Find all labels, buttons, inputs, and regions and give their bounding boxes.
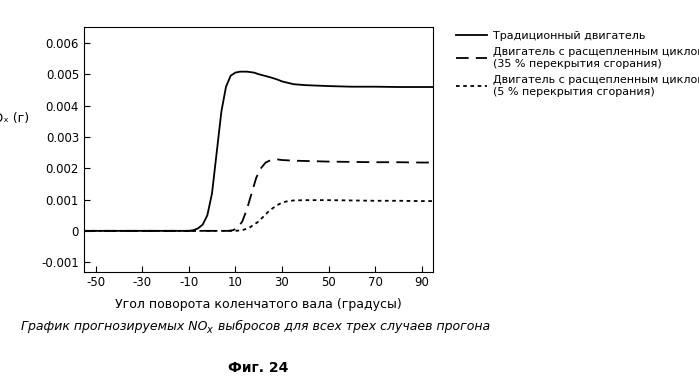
Legend: Традиционный двигатель, Двигатель с расщепленным циклом
(35 % перекрытия сгорани: Традиционный двигатель, Двигатель с расщ… (453, 28, 699, 100)
X-axis label: Угол поворота коленчатого вала (градусы): Угол поворота коленчатого вала (градусы) (115, 298, 402, 311)
Text: x: x (206, 325, 212, 335)
Text: График прогнозируемых NO: График прогнозируемых NO (21, 320, 208, 333)
Y-axis label: NOₓ (г): NOₓ (г) (0, 112, 29, 125)
Text: Фиг. 24: Фиг. 24 (229, 361, 289, 375)
Text: выбросов для всех трех случаев прогона: выбросов для всех трех случаев прогона (214, 320, 490, 333)
